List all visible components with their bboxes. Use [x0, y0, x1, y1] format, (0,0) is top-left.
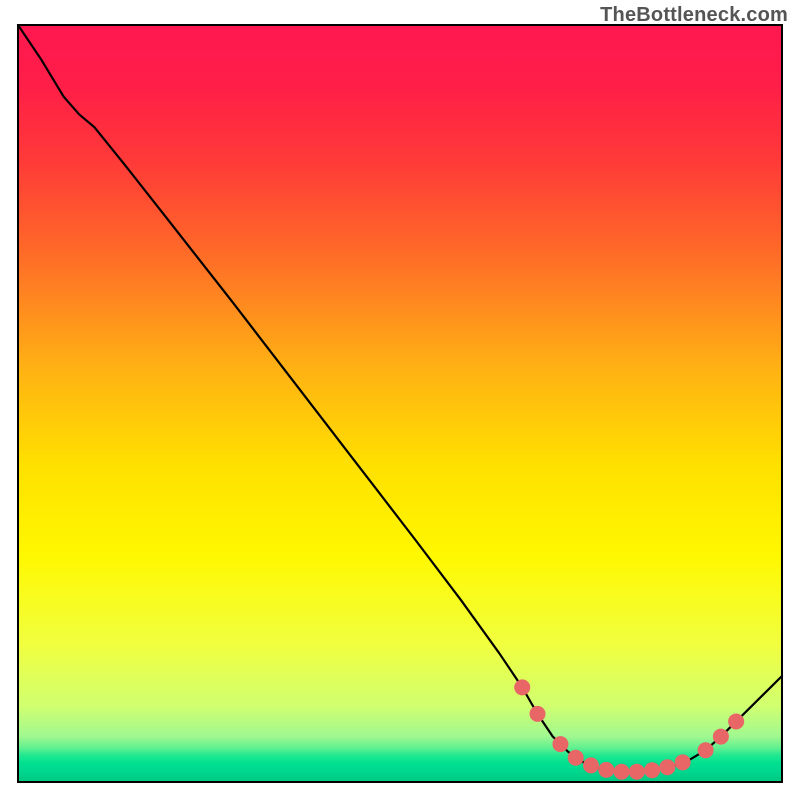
curve-marker	[713, 729, 729, 745]
watermark-text: TheBottleneck.com	[600, 4, 788, 27]
chart-background	[18, 25, 782, 782]
bottleneck-curve-chart	[0, 0, 800, 800]
curve-marker	[552, 736, 568, 752]
curve-marker	[568, 750, 584, 766]
curve-marker	[629, 764, 645, 780]
curve-marker	[583, 757, 599, 773]
curve-marker	[530, 706, 546, 722]
curve-marker	[728, 713, 744, 729]
curve-marker	[614, 764, 630, 780]
curve-marker	[659, 759, 675, 775]
curve-marker	[698, 742, 714, 758]
chart-container: TheBottleneck.com	[0, 0, 800, 800]
curve-marker	[644, 762, 660, 778]
curve-marker	[598, 762, 614, 778]
curve-marker	[514, 679, 530, 695]
curve-marker	[675, 754, 691, 770]
